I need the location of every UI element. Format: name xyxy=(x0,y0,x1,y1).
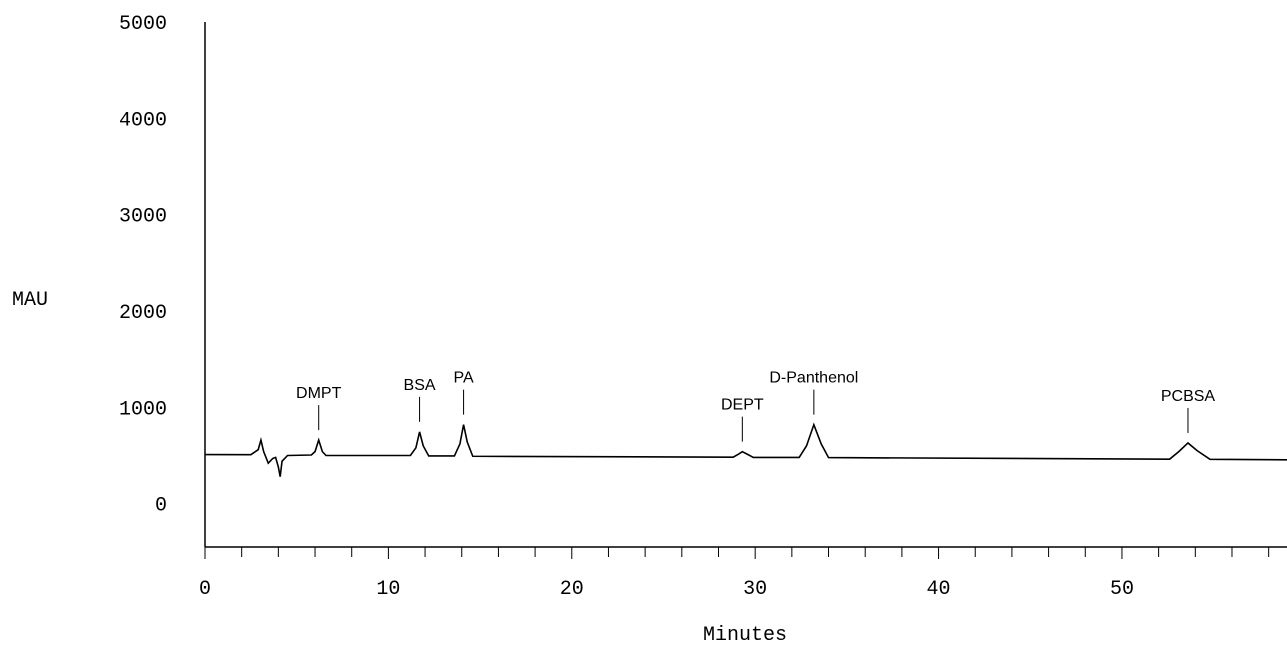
peak-label: PCBSA xyxy=(1161,388,1216,405)
y-axis-label: MAU xyxy=(12,289,48,312)
signal-line xyxy=(204,422,1287,477)
x-tick-label: 20 xyxy=(560,578,584,601)
y-tick-label: 0 xyxy=(155,495,167,518)
x-tick-label: 50 xyxy=(1110,578,1134,601)
y-tick-label: 5000 xyxy=(119,13,167,36)
y-tick-label: 1000 xyxy=(119,398,167,421)
x-tick-label: 30 xyxy=(743,578,767,601)
x-axis-label: Minutes xyxy=(703,624,787,647)
y-tick-label: 2000 xyxy=(119,302,167,325)
x-tick-label: 0 xyxy=(199,578,211,601)
peak-label: DEPT xyxy=(721,397,764,414)
peak-label: DMPT xyxy=(296,385,342,402)
x-tick-label: 10 xyxy=(376,578,400,601)
y-tick-label: 4000 xyxy=(119,109,167,132)
x-tick-label: 40 xyxy=(927,578,951,601)
peak-label: BSA xyxy=(404,377,436,394)
peak-label: D-Panthenol xyxy=(769,370,858,387)
peak-label: PA xyxy=(454,370,474,387)
y-tick-label: 3000 xyxy=(119,206,167,229)
